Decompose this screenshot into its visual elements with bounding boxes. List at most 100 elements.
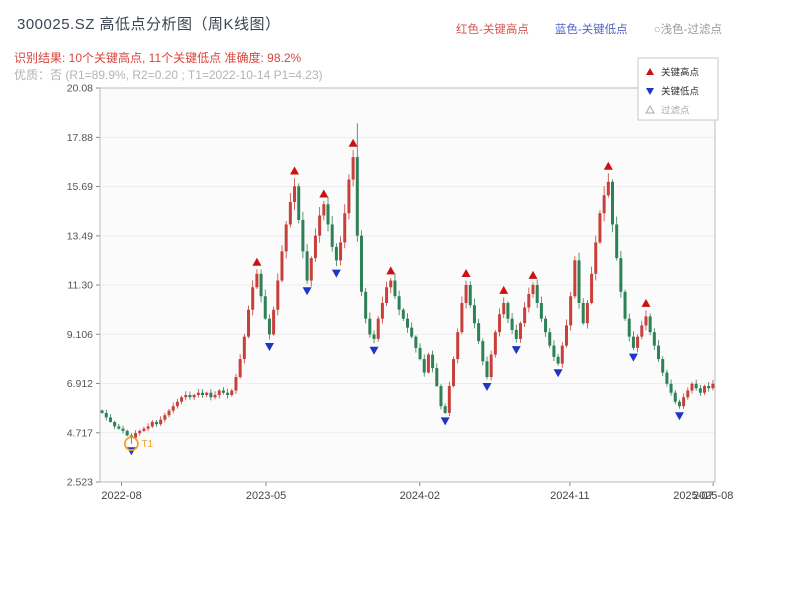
legend-key-low-label: 蓝色-关键低点	[554, 24, 628, 36]
candle-body	[351, 157, 355, 180]
candle-body	[682, 397, 686, 407]
candle-body	[372, 334, 376, 339]
candle-body	[518, 323, 522, 339]
legend-box-label: 关键低点	[661, 86, 700, 98]
legend-filtered-label: ○浅色-过滤点	[653, 24, 722, 36]
candle-body	[242, 336, 246, 360]
legend-key-high-label: 红色-关键高点	[456, 24, 529, 36]
candle-body	[100, 410, 104, 413]
candle-body	[175, 401, 179, 407]
candle-body	[506, 302, 510, 319]
candle-body	[636, 336, 640, 348]
candle-body	[267, 318, 271, 335]
candle-body	[117, 426, 121, 429]
key-low-marker	[331, 269, 341, 278]
candle-body	[619, 258, 623, 292]
y-tick-label: 4.717	[67, 427, 93, 439]
candle-body	[703, 386, 707, 393]
recognition-result: 识别结果: 10个关键高点, 11个关键低点 准确度: 98.2%	[14, 51, 302, 65]
candle-body	[452, 359, 456, 387]
candle-body	[255, 273, 259, 288]
candle-body	[196, 392, 200, 395]
key-high-marker	[641, 298, 651, 307]
candle-body	[539, 302, 543, 319]
candle-body	[347, 179, 351, 214]
y-tick-label: 6.912	[67, 378, 93, 390]
y-tick-label: 20.08	[67, 83, 93, 95]
key-high-markers	[252, 138, 651, 307]
candle-body	[201, 392, 204, 395]
candle-body	[426, 354, 430, 373]
y-tick-label: 15.69	[67, 181, 93, 193]
key-low-marker	[264, 343, 274, 352]
candle-body	[531, 285, 535, 295]
candle-body	[125, 430, 129, 436]
candle-body	[326, 204, 330, 225]
key-high-marker	[499, 285, 509, 294]
candle-body	[221, 390, 225, 393]
key-high-marker	[386, 266, 396, 275]
candle-body	[468, 285, 472, 306]
candle-body	[288, 202, 292, 225]
y-axis: 2.523 4.717 6.912 9.106 11.30 13.49 15.69 17.88…	[67, 83, 715, 489]
candle-body	[234, 377, 238, 391]
candle-body	[167, 410, 171, 416]
t1-marker: T1	[123, 436, 153, 452]
candle-body	[121, 428, 125, 431]
candle-body	[209, 392, 213, 398]
candle-body	[368, 318, 372, 335]
candle-body	[230, 390, 234, 395]
candle-body	[556, 356, 560, 364]
candle-body	[343, 213, 347, 243]
y-tick-label: 9.106	[67, 329, 93, 341]
candle-body	[276, 280, 280, 310]
candle-body	[673, 392, 677, 402]
candle-body	[707, 386, 711, 389]
candle-body	[657, 345, 661, 360]
key-high-marker	[528, 270, 538, 279]
candle-body	[615, 224, 619, 259]
candle-body	[560, 345, 564, 364]
y-tick-label: 13.49	[67, 230, 93, 242]
candle-body	[523, 307, 527, 324]
candle-body	[309, 258, 313, 281]
candle-body	[259, 273, 263, 297]
candle-body	[602, 195, 606, 214]
candle-body	[159, 419, 163, 425]
candle-body	[485, 361, 489, 378]
candle-body	[146, 426, 150, 429]
candle-body	[581, 302, 585, 324]
candle-body	[548, 332, 552, 346]
candle-body	[359, 235, 363, 292]
plot-border	[99, 87, 716, 483]
candle-body	[313, 235, 317, 259]
key-high-marker	[319, 189, 329, 198]
key-high-marker	[252, 257, 262, 266]
legend-box-label: 过滤点	[661, 105, 690, 117]
candle-body	[385, 287, 389, 303]
candle-body	[510, 318, 514, 330]
candle-body	[564, 325, 568, 346]
candle-body	[456, 332, 460, 360]
candle-body	[380, 302, 384, 319]
candle-body	[447, 386, 451, 413]
candle-body	[585, 302, 589, 324]
y-tick-label: 2.523	[67, 477, 93, 489]
candle-body	[690, 383, 694, 391]
candle-body	[573, 260, 577, 297]
candle-body	[472, 305, 476, 324]
candle-body	[301, 219, 305, 252]
candle-body	[590, 273, 594, 303]
candle-body	[594, 242, 598, 274]
key-low-marker	[674, 412, 684, 421]
candle-body	[393, 280, 397, 297]
candle-body	[544, 318, 548, 333]
candle-body	[414, 336, 418, 348]
candle-body	[652, 332, 656, 346]
candle-body	[535, 285, 539, 303]
legend-triangle-up-icon	[646, 68, 654, 75]
candle-body	[439, 386, 443, 407]
candle-body	[677, 401, 681, 407]
y-tick-label: 11.30	[68, 280, 94, 292]
